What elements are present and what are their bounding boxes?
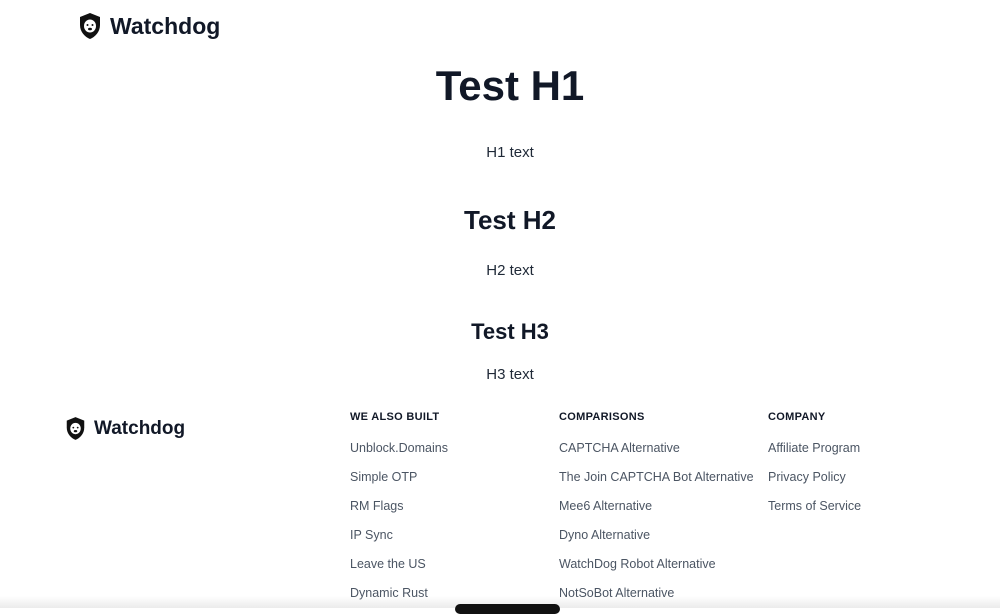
footer-link[interactable]: CAPTCHA Alternative	[559, 441, 680, 455]
floating-pill[interactable]	[455, 604, 560, 614]
h3-text: H3 text	[486, 366, 534, 383]
footer-link[interactable]: Terms of Service	[768, 499, 862, 513]
heading-h2: Test H2	[464, 205, 556, 235]
footer-link[interactable]: Privacy Policy	[768, 470, 846, 484]
column-title: WE ALSO BUILT	[350, 411, 440, 423]
footer-link[interactable]: Unblock.Domains	[350, 441, 448, 455]
footer-column-company: COMPANY Affiliate Program Privacy Policy…	[768, 411, 861, 528]
heading-h3: Test H3	[471, 319, 549, 344]
footer-link[interactable]: WatchDog Robot Alternative	[559, 557, 716, 571]
h1-text: H1 text	[486, 144, 534, 161]
column-title: COMPARISONS	[559, 411, 645, 423]
h2-text: H2 text	[486, 262, 534, 279]
column-title: COMPANY	[768, 411, 826, 423]
brand-name: Watchdog	[110, 12, 221, 39]
brand-name: Watchdog	[94, 417, 186, 439]
footer-column-we-also-built: WE ALSO BUILT Unblock.Domains Simple OTP…	[350, 411, 448, 615]
header-logo[interactable]: Watchdog	[78, 12, 220, 40]
footer-link[interactable]: Mee6 Alternative	[559, 499, 653, 513]
footer-link[interactable]: IP Sync	[350, 528, 393, 542]
footer-link[interactable]: Simple OTP	[350, 470, 418, 484]
footer-link[interactable]: RM Flags	[350, 499, 404, 513]
footer-link[interactable]: Dyno Alternative	[559, 528, 651, 542]
footer-link[interactable]: Leave the US	[350, 557, 426, 571]
shield-dog-icon	[80, 13, 100, 39]
footer-logo[interactable]: Watchdog	[65, 416, 185, 441]
footer-link[interactable]: Affiliate Program	[768, 441, 861, 455]
heading-h1: Test H1	[435, 62, 585, 109]
bottom-shadow	[0, 596, 1000, 608]
shield-dog-icon	[66, 417, 85, 440]
footer-link[interactable]: The Join CAPTCHA Bot Alternative	[559, 470, 754, 484]
footer-column-comparisons: COMPARISONS CAPTCHA Alternative The Join…	[559, 411, 754, 615]
